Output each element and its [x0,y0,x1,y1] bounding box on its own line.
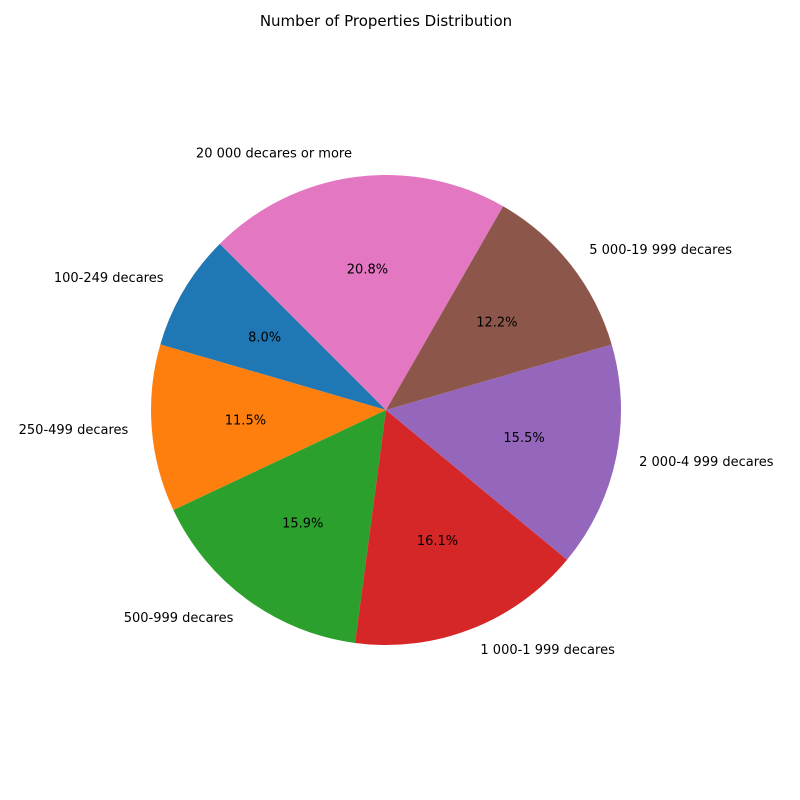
slice-percent-label: 16.1% [417,534,458,549]
pie-slice [151,344,386,511]
slice-percent-label: 8.0% [248,331,281,346]
chart-title: Number of Properties Distribution [260,12,512,30]
slice-category-label: 5 000-19 999 decares [589,243,732,258]
pie-slice [173,410,386,643]
slice-category-label: 100-249 decares [54,271,164,286]
slice-category-label: 2 000-4 999 decares [639,455,774,470]
pie-slice [355,410,568,646]
pie-slice [219,175,504,410]
slice-percent-label: 12.2% [476,315,517,330]
pie-labels: 8.0% 100-249 decares 11.5% 250-499 decares 1… [19,146,774,658]
slice-category-label: 250-499 decares [19,423,129,438]
slice-percent-label: 15.9% [282,516,323,531]
slice-percent-label: 11.5% [225,414,266,429]
slice-category-label: 20 000 decares or more [196,146,352,161]
slice-percent-label: 20.8% [347,263,388,278]
slice-percent-label: 15.5% [503,431,544,446]
pie-slice [386,206,612,410]
slice-category-label: 1 000-1 999 decares [480,643,615,658]
pie-slice [160,243,386,410]
pie-slice [386,344,621,560]
pie-slices [151,175,621,646]
slice-category-label: 500-999 decares [124,611,234,626]
